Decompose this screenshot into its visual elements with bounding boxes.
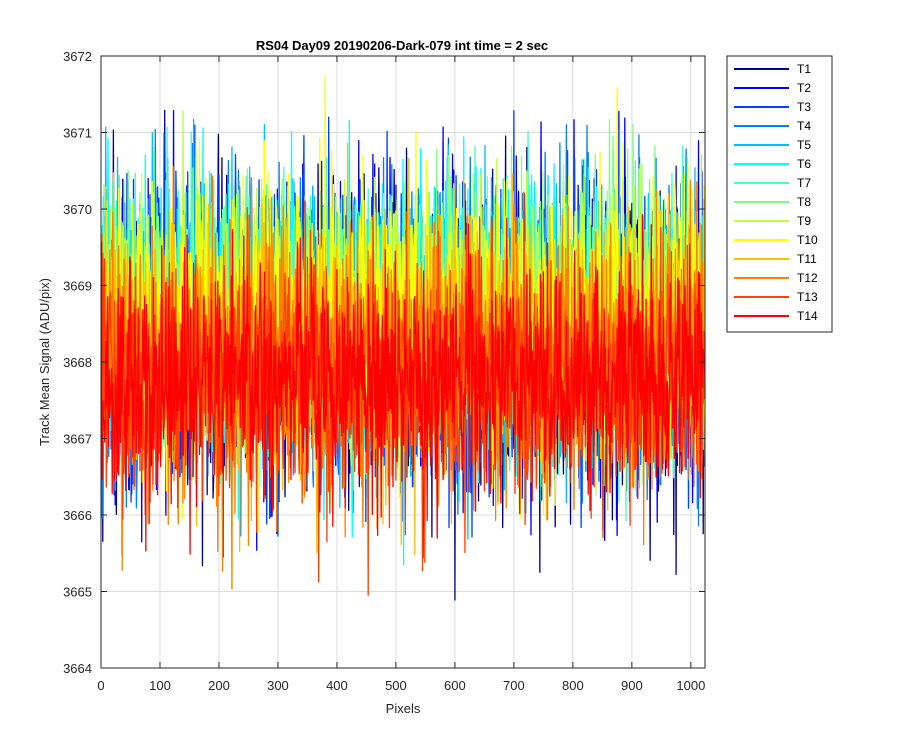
chart-title: RS04 Day09 20190206-Dark-079 int time = … [256,38,548,53]
y-tick-label: 3666 [63,508,92,523]
y-tick-label: 3669 [63,279,92,294]
y-tick-label: 3671 [63,126,92,141]
legend-label-t8: T8 [797,195,811,209]
x-tick-label: 500 [385,678,407,693]
axes: 0 100 200 300 400 500 600 700 800 900 1000 3664 3665… [63,49,706,693]
y-tick-label: 3667 [63,432,92,447]
x-tick-label: 100 [149,678,171,693]
y-tick-label: 3672 [63,49,92,64]
legend-label-t1: T1 [797,62,811,76]
x-axis-label: Pixels [386,701,421,716]
legend-label-t2: T2 [797,81,811,95]
y-tick-label: 3670 [63,202,92,217]
legend-label-t4: T4 [797,119,811,133]
legend-label-t10: T10 [797,233,818,247]
legend-label-t12: T12 [797,271,818,285]
y-tick-label: 3665 [63,585,92,600]
x-tick-label: 400 [326,678,348,693]
legend-label-t9: T9 [797,214,811,228]
x-tick-label: 300 [267,678,289,693]
x-tick-label: 1000 [676,678,705,693]
series-lines [101,75,705,601]
legend-label-t3: T3 [797,100,811,114]
x-tick-label: 700 [503,678,525,693]
x-tick-label: 200 [208,678,230,693]
legend-label-t13: T13 [797,290,818,304]
x-tick-label: 900 [621,678,643,693]
y-axis-label: Track Mean Signal (ADU/pix) [37,278,52,446]
y-tick-label: 3668 [63,355,92,370]
legend-label-t11: T11 [797,252,817,266]
legend: T1 T2 T3 T4 T5 T6 T7 T8 T9 T10 T11 T12 T13 T14 [726,55,833,333]
y-tick-label: 3664 [63,661,92,676]
x-tick-label: 0 [97,678,104,693]
legend-label-t5: T5 [797,138,811,152]
x-tick-label: 800 [562,678,584,693]
series-line-t14 [101,214,705,555]
x-tick-label: 600 [444,678,466,693]
legend-box [726,55,833,333]
legend-label-t7: T7 [797,176,811,190]
legend-label-t14: T14 [797,309,818,323]
legend-label-t6: T6 [797,157,811,171]
